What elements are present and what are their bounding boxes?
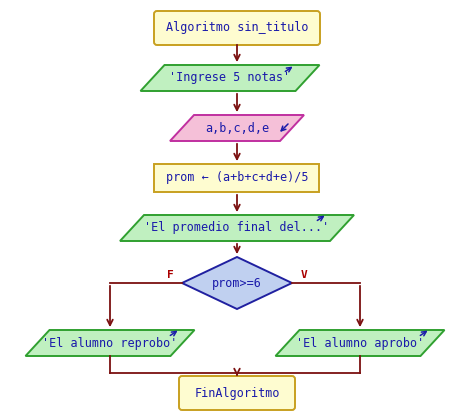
Text: V: V xyxy=(301,270,307,280)
Polygon shape xyxy=(182,257,292,309)
Text: prom>=6: prom>=6 xyxy=(212,277,262,290)
FancyBboxPatch shape xyxy=(179,376,295,410)
Text: 'El alumno aprobo': 'El alumno aprobo' xyxy=(296,337,424,349)
Text: prom ← (a+b+c+d+e)/5: prom ← (a+b+c+d+e)/5 xyxy=(166,171,308,185)
Polygon shape xyxy=(275,330,445,356)
Text: a,b,c,d,e: a,b,c,d,e xyxy=(205,121,269,134)
Text: 'Ingrese 5 notas': 'Ingrese 5 notas' xyxy=(169,72,291,84)
FancyBboxPatch shape xyxy=(154,11,320,45)
Text: Algoritmo sin_titulo: Algoritmo sin_titulo xyxy=(166,22,308,35)
Text: 'El promedio final del...': 'El promedio final del...' xyxy=(145,221,329,235)
Polygon shape xyxy=(170,115,304,141)
Polygon shape xyxy=(120,215,354,241)
Text: 'El alumno reprobo': 'El alumno reprobo' xyxy=(42,337,178,349)
Polygon shape xyxy=(26,330,194,356)
Polygon shape xyxy=(140,65,319,91)
Text: FinAlgoritmo: FinAlgoritmo xyxy=(194,386,280,399)
Bar xyxy=(155,164,319,192)
Text: F: F xyxy=(167,270,173,280)
